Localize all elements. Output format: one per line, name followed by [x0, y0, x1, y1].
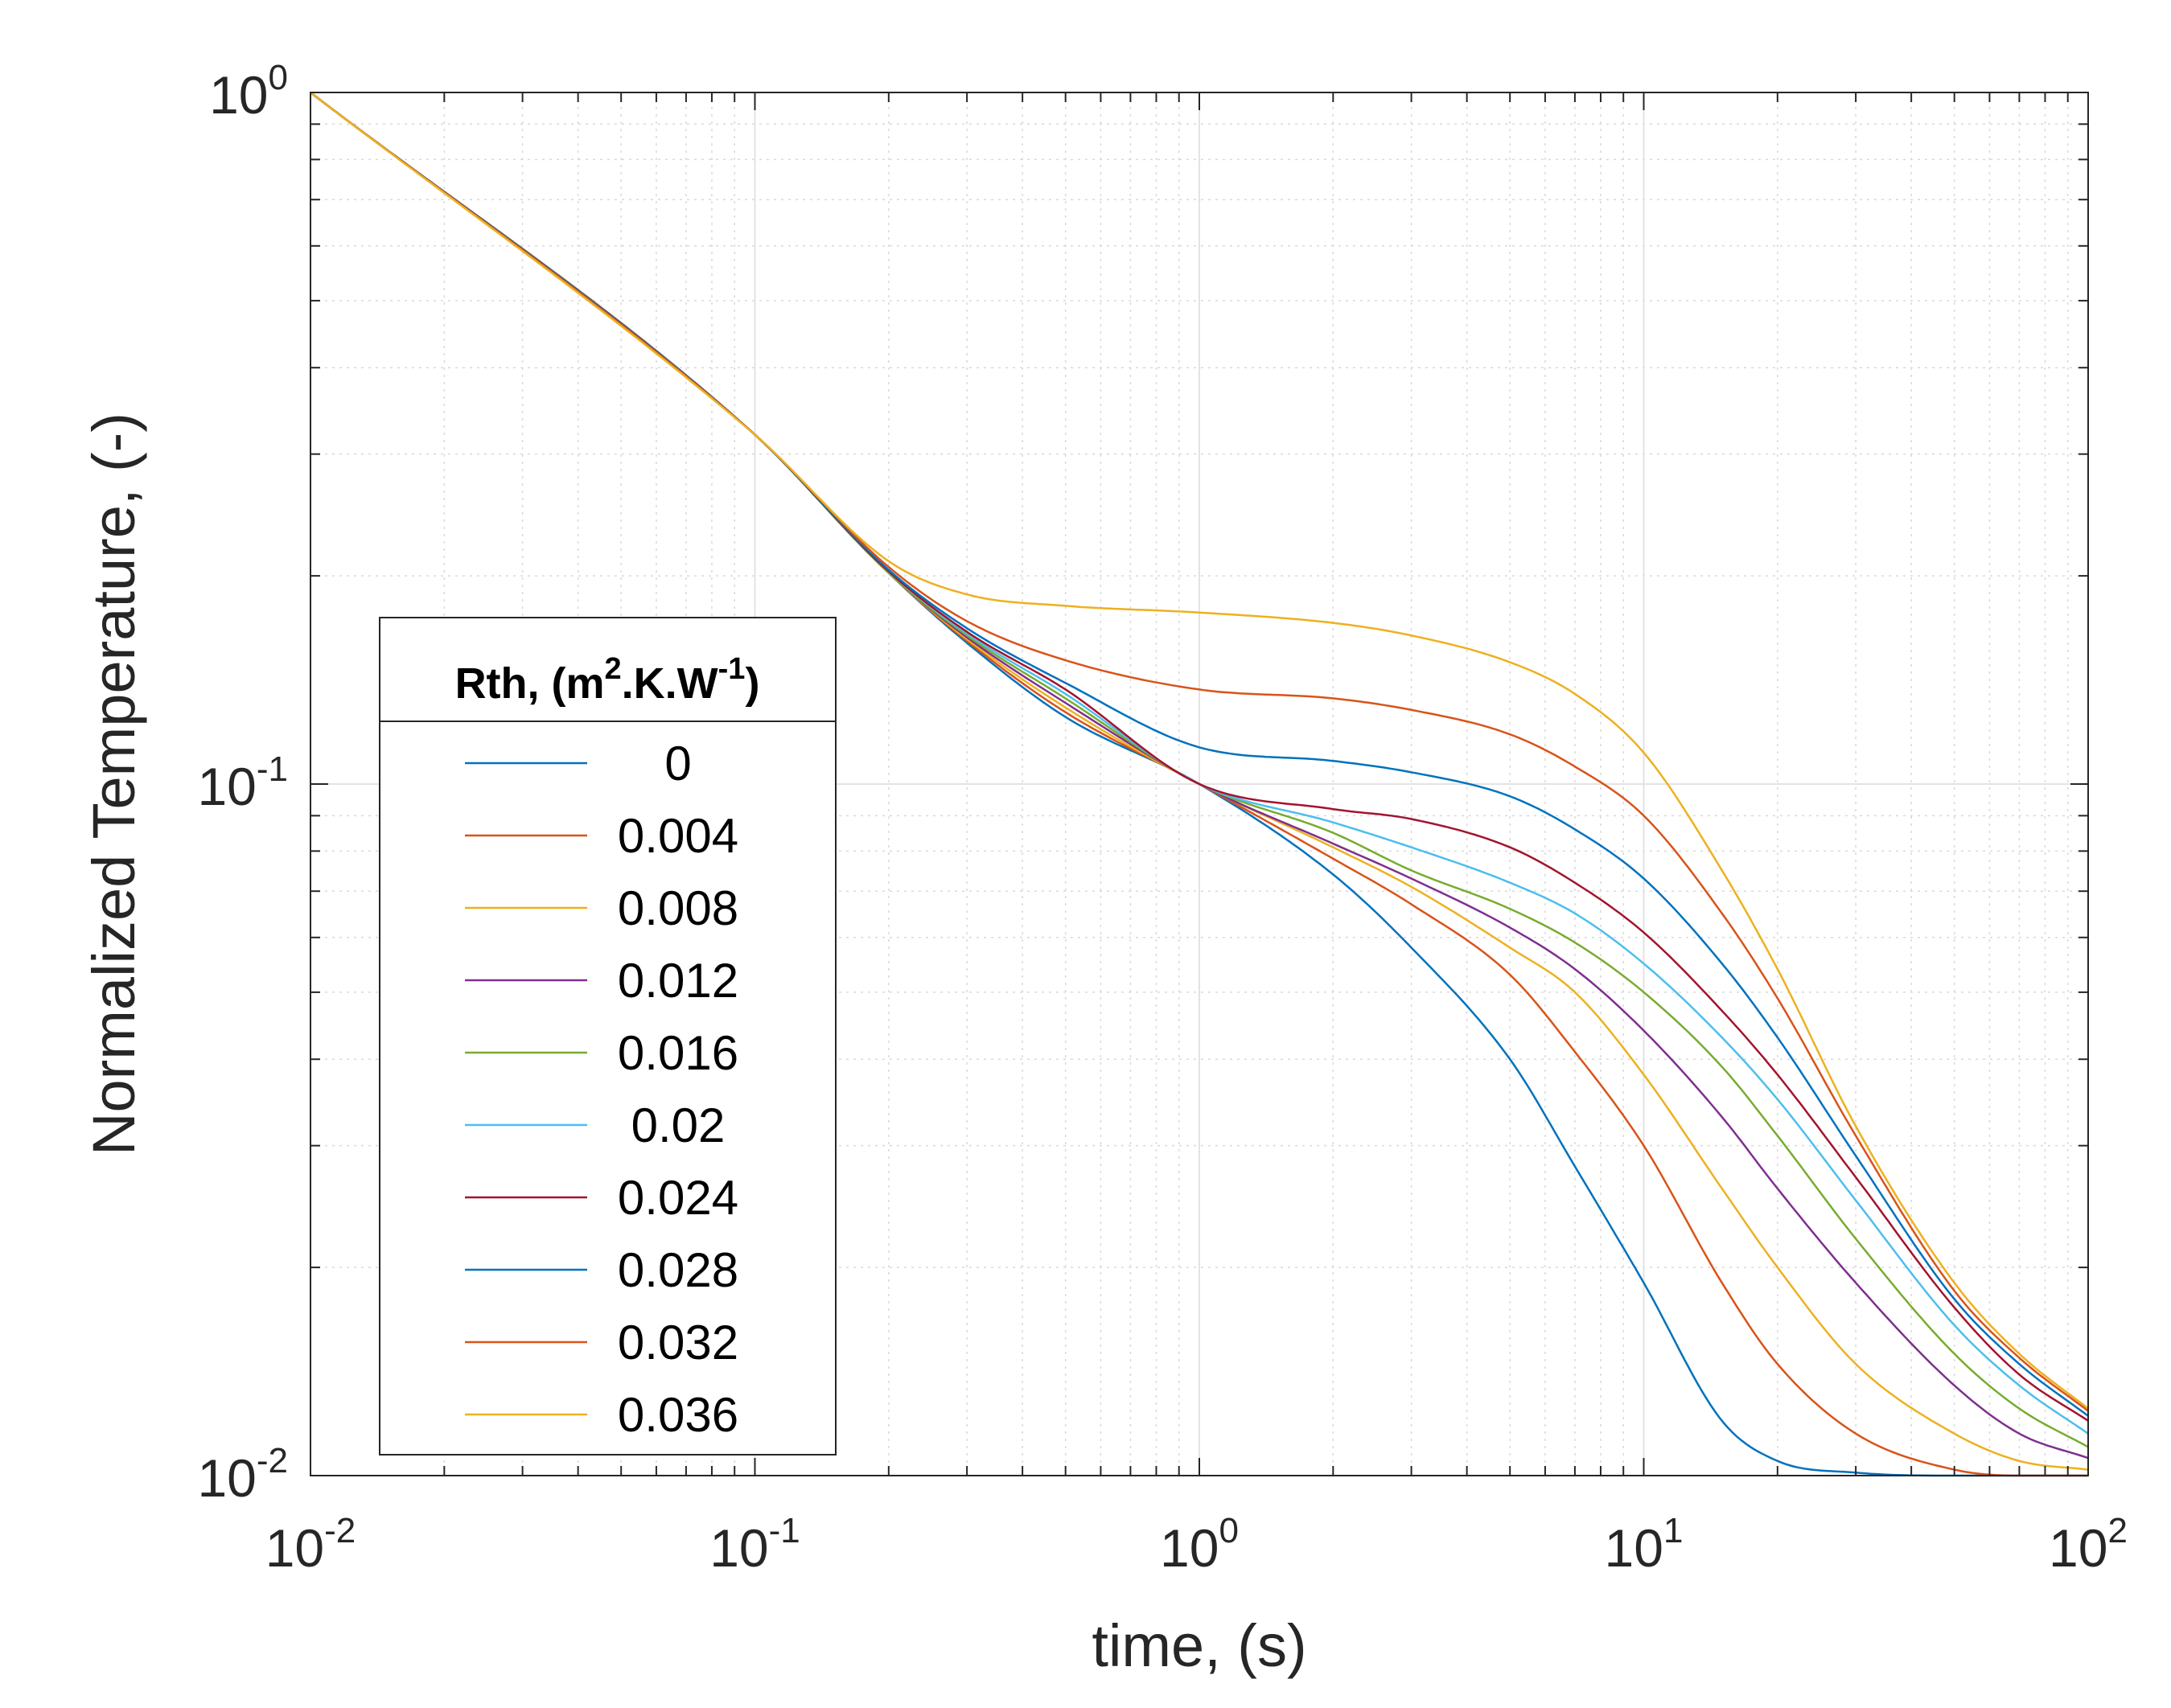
x-tick-label: 10-1	[709, 1511, 800, 1578]
x-tick-label-exponent: 2	[2107, 1511, 2127, 1550]
x-tick-label-exponent: -1	[769, 1511, 800, 1550]
x-tick-label: 101	[1605, 1511, 1684, 1578]
x-tick-label-base: 10	[265, 1518, 324, 1578]
legend-label: 0.012	[618, 954, 738, 1008]
x-tick-label-base: 10	[2049, 1518, 2107, 1578]
x-tick-label-base: 10	[1160, 1518, 1219, 1578]
x-tick-labels: 10-2 10-1 100 101 102	[265, 1511, 2128, 1578]
legend-label: 0	[664, 737, 691, 790]
legend-title-end: )	[745, 659, 759, 708]
legend: Rth, (m2.K.W-1) 0 0.004 0.008 0.012 0.016 0.0…	[379, 617, 837, 1455]
y-tick-label-base: 10	[197, 757, 256, 816]
x-axis-label: time, (s)	[1092, 1612, 1306, 1679]
y-tick-label: 100	[209, 58, 288, 125]
y-axis-label: Normalized Temperature, (-)	[80, 413, 147, 1156]
y-tick-label-base: 10	[197, 1448, 256, 1508]
x-tick-label-exponent: 0	[1219, 1511, 1238, 1550]
tick-marks	[310, 92, 2089, 1476]
y-tick-label-exponent: -1	[257, 749, 288, 789]
legend-label: 0.036	[618, 1388, 738, 1442]
legend-title: Rth, (m2.K.W-1)	[455, 652, 760, 708]
legend-label: 0.004	[618, 809, 738, 863]
x-tick-label: 10-2	[265, 1511, 356, 1578]
legend-title-sup1: 2	[605, 652, 622, 686]
legend-box	[379, 617, 837, 1455]
legend-label: 0.032	[618, 1316, 738, 1369]
legend-label: 0.016	[618, 1026, 738, 1080]
series-line	[310, 92, 2089, 1410]
x-tick-label: 100	[1160, 1511, 1239, 1578]
legend-label: 0.02	[631, 1098, 726, 1152]
x-tick-label: 102	[2049, 1511, 2128, 1578]
series-line	[310, 92, 2089, 1412]
minor-grid	[310, 92, 2088, 1476]
x-tick-label-exponent: 1	[1663, 1511, 1683, 1550]
y-tick-label: 10-2	[197, 1441, 288, 1508]
legend-label: 0.024	[618, 1171, 738, 1225]
x-tick-label-base: 10	[709, 1518, 768, 1578]
legend-label: 0.028	[618, 1243, 738, 1297]
x-tick-label-exponent: -2	[324, 1511, 356, 1550]
y-tick-label-base: 10	[209, 65, 268, 125]
legend-entries: 0 0.004 0.008 0.012 0.016 0.02 0.024 0.028 0.032…	[465, 737, 738, 1442]
y-tick-label-exponent: 0	[269, 58, 288, 97]
legend-title-mid: .K.W	[622, 659, 718, 708]
legend-label: 0.008	[618, 881, 738, 935]
y-tick-label-exponent: -2	[257, 1441, 288, 1480]
legend-title-main: Rth, (m	[455, 659, 605, 708]
y-tick-label: 10-1	[197, 749, 288, 816]
series-lines	[310, 92, 2089, 1477]
legend-title-sup2: -1	[718, 652, 746, 686]
x-tick-label-base: 10	[1605, 1518, 1663, 1578]
